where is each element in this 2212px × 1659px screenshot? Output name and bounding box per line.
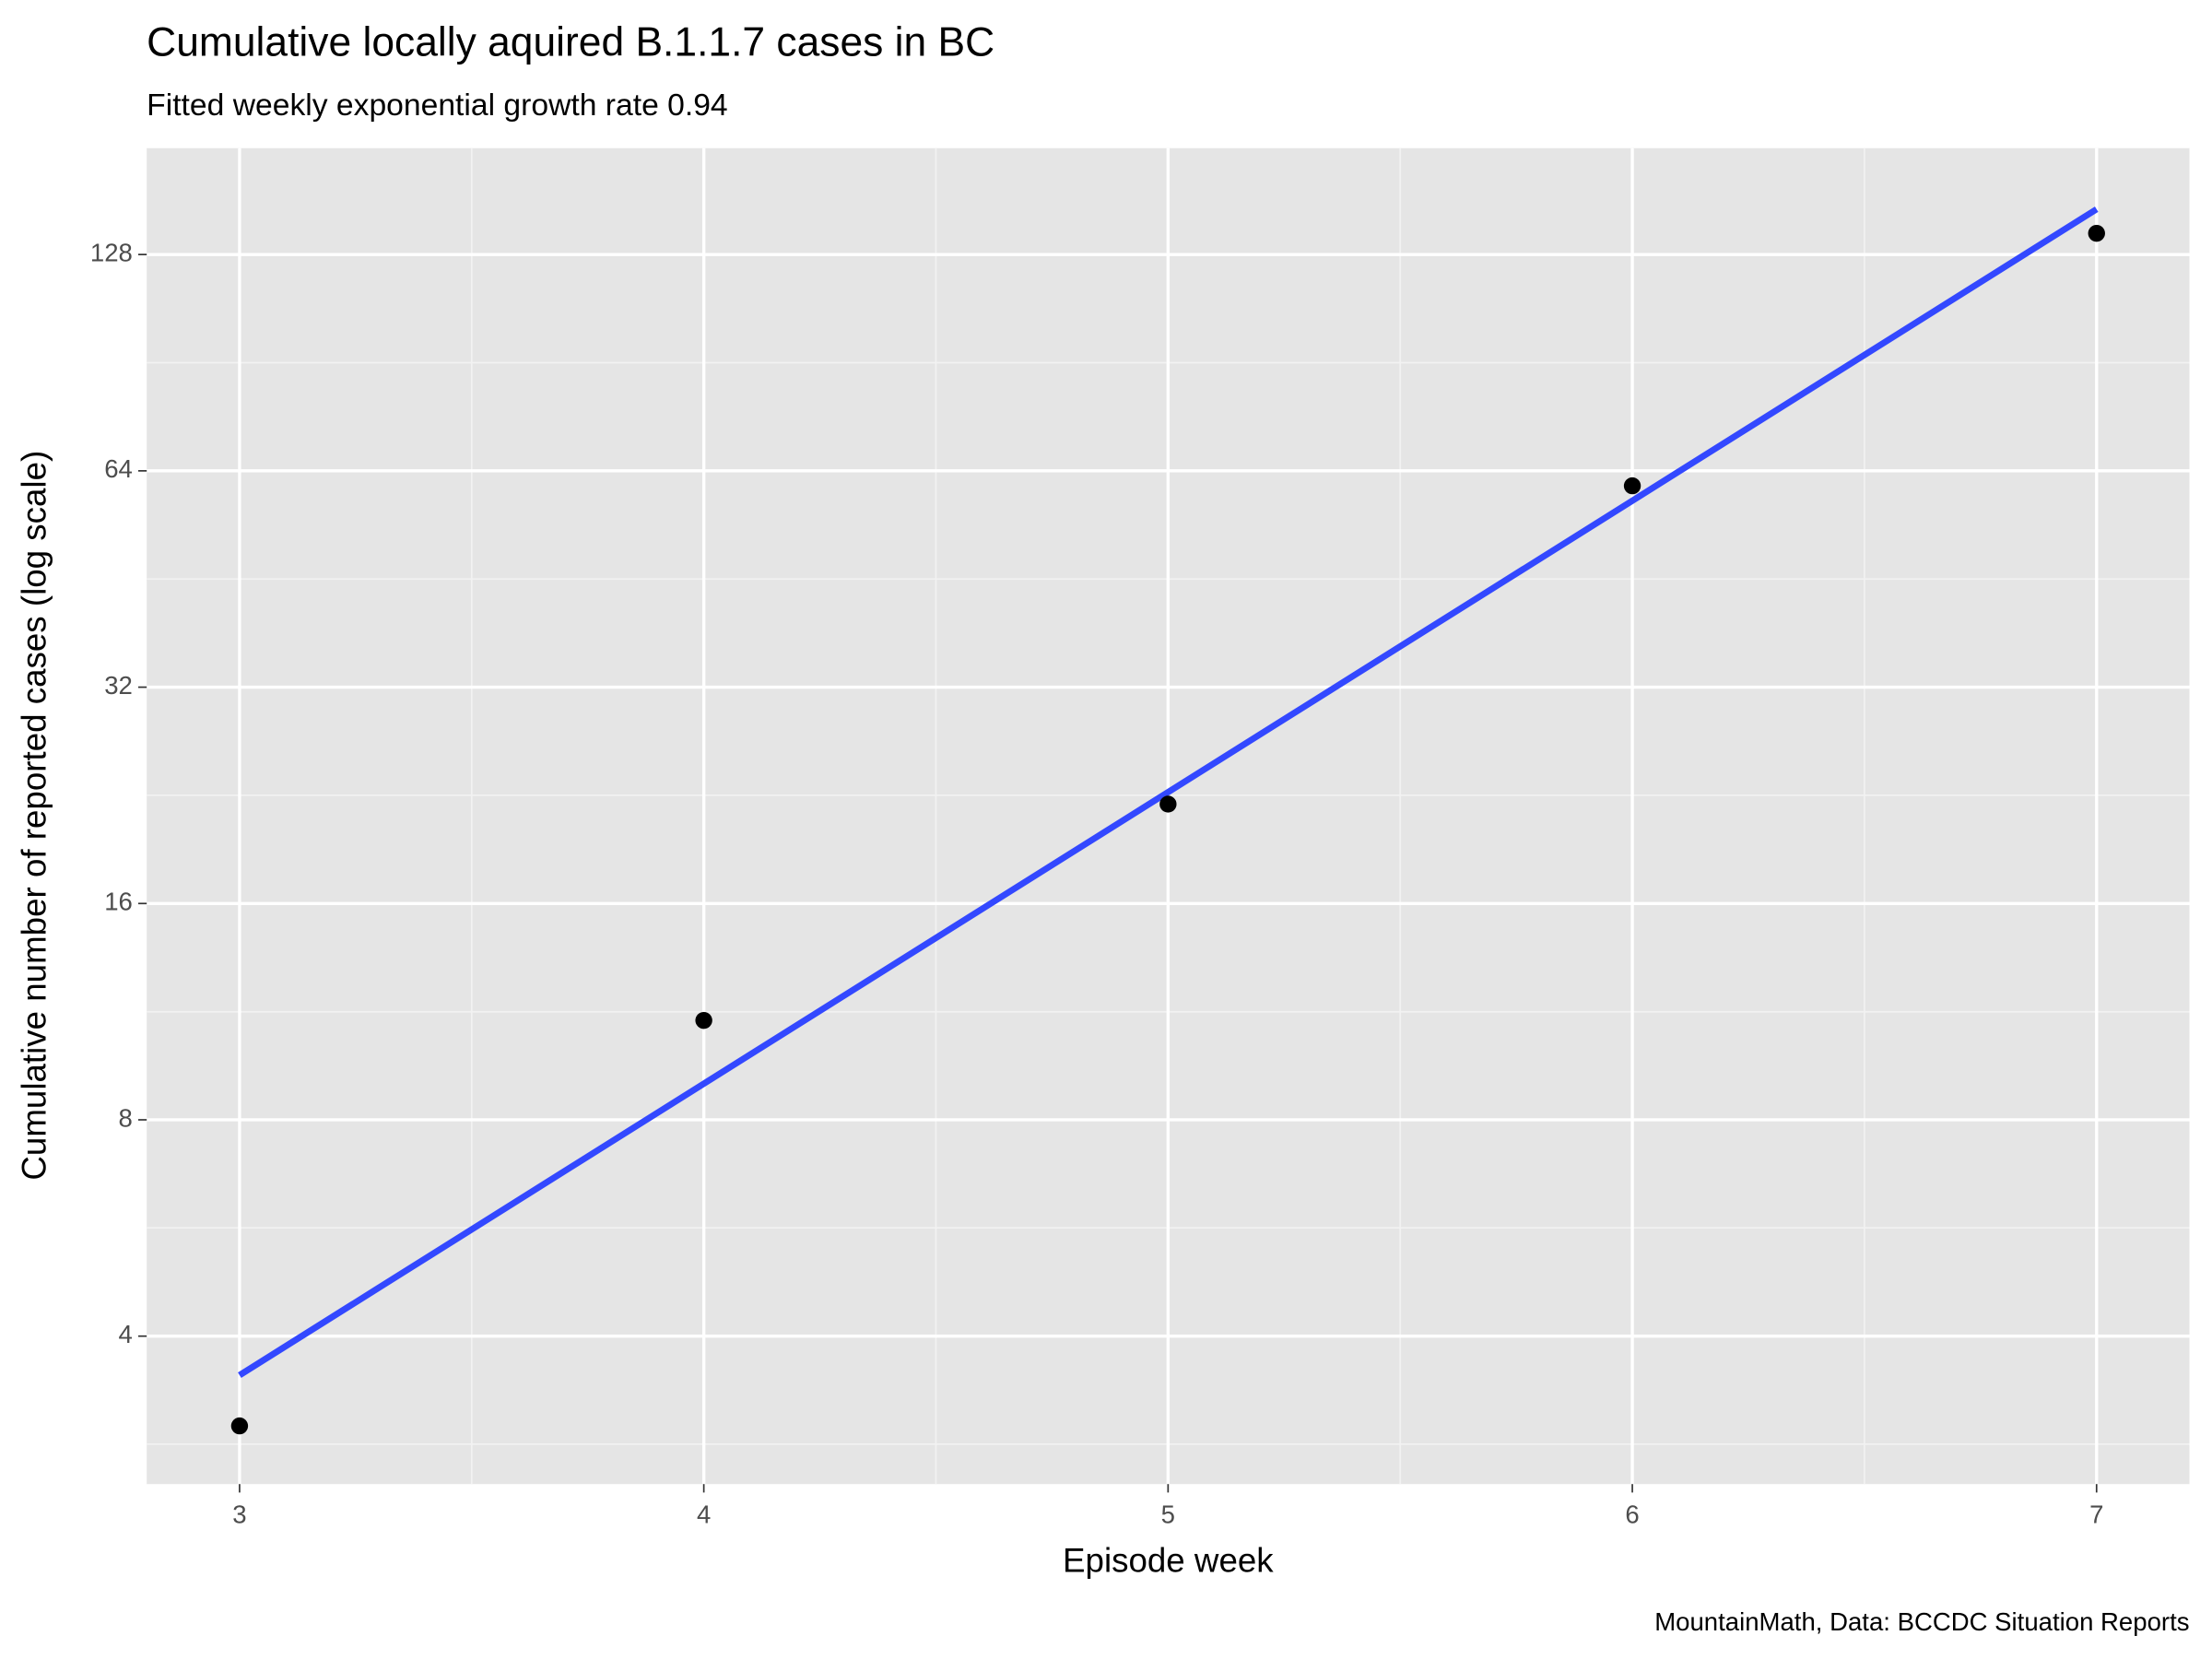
x-tick-label: 6	[1625, 1500, 1639, 1529]
x-tick-label: 7	[2089, 1500, 2103, 1529]
x-tick-label: 5	[1161, 1500, 1175, 1529]
y-tick-label: 64	[104, 454, 133, 483]
point	[1159, 795, 1177, 813]
x-tick-label: 4	[697, 1500, 711, 1529]
point	[695, 1011, 712, 1030]
y-tick-label: 16	[104, 888, 133, 916]
x-tick-label: 3	[232, 1500, 246, 1529]
y-tick-label: 8	[119, 1103, 133, 1132]
chart-title: Cumulative locally aquired B.1.1.7 cases…	[147, 20, 994, 65]
chart-subtitle: Fitted weekly exponential growth rate 0.…	[147, 88, 727, 123]
y-tick-label: 4	[119, 1320, 133, 1348]
point	[2088, 224, 2105, 242]
y-tick-label: 32	[104, 671, 133, 700]
fit-line	[238, 206, 2099, 1378]
caption: MountainMath, Data: BCCDC Situation Repo…	[1654, 1607, 2189, 1636]
y-axis-title: Cumulative number of reported cases (log…	[15, 451, 53, 1181]
x-axis-title: Episode week	[1063, 1542, 1274, 1580]
point	[1623, 477, 1641, 495]
y-tick-label: 128	[90, 238, 133, 266]
point	[230, 1417, 249, 1435]
